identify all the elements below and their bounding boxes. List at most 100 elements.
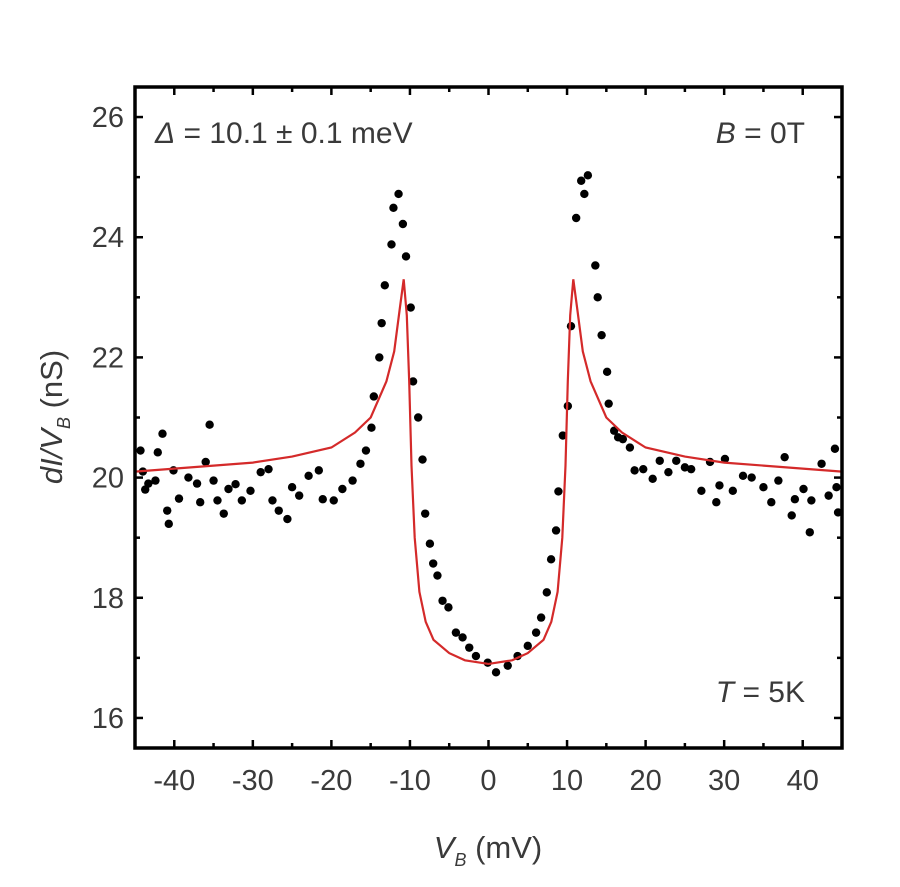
- data-point: [720, 454, 730, 464]
- data-point: [824, 491, 833, 500]
- data-point: [433, 571, 442, 580]
- data-point: [408, 377, 418, 386]
- data-point: [655, 456, 664, 465]
- data-point: [551, 526, 561, 535]
- data-point: [231, 480, 240, 489]
- data-point: [375, 353, 384, 362]
- data-point: [444, 603, 453, 612]
- data-point: [348, 476, 357, 485]
- data-point: [625, 443, 635, 452]
- data-point: [224, 484, 233, 494]
- data-point: [356, 459, 365, 468]
- data-point: [759, 483, 768, 492]
- data-point: [387, 240, 396, 249]
- data-point: [413, 413, 423, 422]
- annotation-field: B = 0T: [716, 117, 805, 150]
- y-tick-label: 20: [92, 463, 124, 495]
- data-point: [458, 633, 467, 642]
- x-tick-label: -10: [389, 765, 431, 797]
- data-point: [425, 539, 435, 548]
- x-tick-label: -40: [153, 765, 195, 797]
- data-point: [790, 495, 800, 504]
- data-point: [523, 641, 532, 651]
- data-point: [558, 431, 568, 440]
- data-point: [294, 491, 304, 500]
- data-point: [380, 281, 390, 290]
- data-point: [209, 476, 218, 485]
- y-tick-label: 24: [92, 222, 124, 254]
- x-axis-label: VB (mV): [434, 830, 542, 870]
- x-tick-labels: -40 -30 -20 -10 0 10 20 30 40: [153, 765, 819, 797]
- data-point: [728, 486, 738, 496]
- data-point: [546, 555, 556, 564]
- y-tick-label: 26: [92, 102, 124, 134]
- data-point: [780, 452, 789, 462]
- x-tick-label: 30: [708, 765, 740, 797]
- data-point: [807, 496, 816, 505]
- data-point: [164, 519, 173, 529]
- data-point: [389, 203, 398, 212]
- data-point: [420, 509, 430, 518]
- data-point: [314, 466, 324, 475]
- data-point: [597, 330, 606, 340]
- data-point: [398, 219, 408, 229]
- data-point: [153, 448, 162, 457]
- data-point: [144, 479, 153, 488]
- data-point: [406, 303, 415, 312]
- data-point: [264, 464, 273, 474]
- data-point: [672, 456, 681, 465]
- data-point: [830, 444, 840, 453]
- annotation-temperature: T = 5K: [716, 676, 805, 709]
- x-tick-label: 10: [551, 765, 583, 797]
- data-point: [237, 496, 247, 505]
- data-point: [184, 473, 193, 482]
- data-point: [542, 588, 551, 597]
- data-point: [639, 464, 648, 474]
- data-point: [554, 487, 563, 496]
- data-point: [630, 466, 639, 475]
- data-point: [394, 189, 403, 199]
- data-point: [817, 459, 826, 468]
- data-point: [361, 446, 371, 455]
- data-point: [213, 496, 222, 505]
- data-point: [136, 446, 145, 455]
- data-point: [151, 476, 160, 485]
- x-tick-label: -30: [232, 765, 274, 797]
- data-point: [767, 498, 776, 507]
- x-tick-label: 0: [480, 765, 496, 797]
- data-point: [609, 426, 619, 435]
- data-point: [205, 420, 214, 429]
- data-point: [283, 514, 292, 524]
- data-point: [318, 495, 327, 504]
- data-point: [686, 464, 696, 474]
- data-point: [158, 429, 167, 438]
- data-point: [201, 457, 210, 467]
- data-point: [428, 559, 438, 568]
- data-point: [369, 392, 379, 401]
- data-point: [338, 484, 347, 494]
- data-point: [163, 506, 172, 515]
- data-point: [192, 479, 202, 488]
- data-point: [256, 467, 265, 477]
- plot-frame: [133, 85, 844, 750]
- data-point: [580, 189, 589, 199]
- data-point: [576, 176, 586, 185]
- data-point: [571, 213, 581, 223]
- data-point: [246, 486, 255, 496]
- data-point: [401, 252, 411, 261]
- annotation-gap: Δ = 10.1 ± 0.1 meV: [154, 117, 413, 150]
- y-axis-label: dI/VB (nS): [34, 350, 74, 484]
- data-point: [219, 509, 228, 518]
- data-point: [287, 483, 297, 492]
- data-point: [738, 471, 748, 480]
- data-point: [531, 628, 541, 637]
- data-point: [697, 486, 706, 496]
- data-point: [536, 613, 546, 622]
- axis-ticks: [135, 87, 842, 748]
- data-point: [715, 481, 724, 490]
- data-point: [664, 467, 673, 477]
- data-point: [503, 661, 512, 670]
- data-point: [805, 528, 814, 537]
- data-points: [136, 171, 843, 677]
